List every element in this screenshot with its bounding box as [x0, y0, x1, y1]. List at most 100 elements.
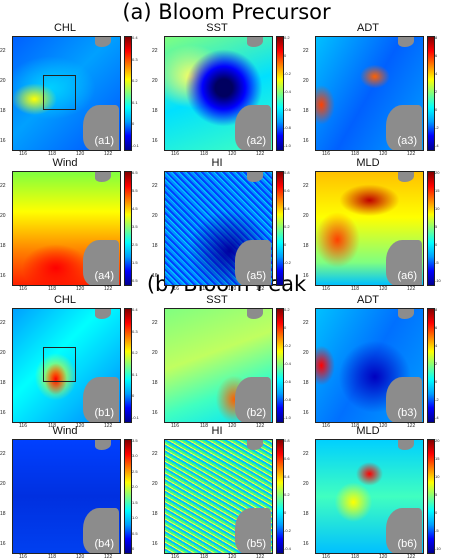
- colorbar-tick-label: 5.5: [132, 188, 138, 193]
- y-tick-label: 18: [303, 511, 309, 517]
- colorbar-tick-label: 0.8: [284, 438, 290, 443]
- y-tick-label: 22: [303, 183, 309, 189]
- map-panel: HI (b5) 22 20 18 16 116 118 120 122 0.8 0.6 0.4 0.2 0 -…: [152, 425, 302, 560]
- land-mass: [398, 172, 414, 182]
- y-tick-label: 22: [303, 451, 309, 457]
- land-mass: [235, 240, 271, 285]
- colorbar-tick-label: -0.1: [132, 143, 139, 148]
- panel-label: (a3): [397, 135, 417, 147]
- map-panel: MLD (a6) 22 20 18 16 116 118 120 122 20 15 10 5 0 -5 -10: [303, 157, 453, 292]
- colorbar-tick-label: 0: [132, 393, 135, 398]
- x-tick-label: 116: [171, 286, 179, 292]
- colorbar-tick-label: 0: [284, 53, 287, 58]
- panel-label: (b1): [94, 407, 114, 419]
- panel-label: (a5): [246, 270, 266, 282]
- x-tick-label: 118: [200, 423, 208, 429]
- colorbar: [124, 439, 132, 554]
- colorbar: [276, 308, 284, 423]
- colorbar-tick-label: 8: [435, 35, 438, 40]
- x-tick-label: 118: [200, 151, 208, 157]
- colorbar-tick-label: 2.5: [132, 242, 138, 247]
- x-tick-label: 120: [379, 286, 388, 292]
- colorbar-tick-label: 15: [435, 188, 440, 193]
- y-tick-label: 18: [0, 243, 6, 249]
- colorbar-tick-label: 0: [284, 242, 287, 247]
- y-tick-label: 22: [0, 183, 6, 189]
- colorbar-tick-label: -0.6: [284, 379, 291, 384]
- x-tick-label: 122: [256, 423, 265, 429]
- y-tick-label: 22: [303, 320, 309, 326]
- panel-title: ADT: [357, 294, 379, 306]
- colorbar-tick-label: 5: [435, 492, 438, 497]
- panel-title: HI: [211, 425, 223, 437]
- map-field: (a3): [315, 36, 424, 151]
- colorbar-tick-label: 10: [435, 474, 440, 479]
- colorbar-tick-label: 0.6: [284, 188, 290, 193]
- x-tick-label: 122: [104, 423, 113, 429]
- panel-label: (b6): [397, 538, 417, 550]
- colorbar-tick-label: 0.1: [132, 372, 138, 377]
- y-tick-label: 20: [0, 481, 6, 487]
- y-tick-label: 20: [0, 78, 6, 84]
- colorbar-tick-label: 4: [435, 343, 438, 348]
- colorbar-tick-label: 1.5: [132, 500, 138, 505]
- colorbar-tick-label: 0.2: [284, 224, 290, 229]
- land-mass: [386, 508, 422, 553]
- section-title-a: (a) Bloom Precursor: [122, 0, 331, 24]
- x-tick-label: 116: [19, 286, 27, 292]
- colorbar-tick-label: 3.5: [132, 438, 138, 443]
- colorbar-tick-label: 0.3: [132, 57, 138, 62]
- colorbar-tick-label: 0: [435, 379, 438, 384]
- x-tick-label: 116: [171, 423, 179, 429]
- colorbar-tick-label: 6: [435, 53, 438, 58]
- panel-title: ADT: [357, 22, 379, 34]
- colorbar-tick-label: 0: [435, 510, 438, 515]
- y-tick-label: 22: [0, 451, 6, 457]
- colorbar-tick-label: 1.0: [132, 515, 138, 520]
- colorbar-tick-label: 6.5: [132, 170, 138, 175]
- colorbar-tick-label: 0.4: [284, 474, 290, 479]
- land-mass: [235, 377, 271, 422]
- colorbar-tick-label: -2: [435, 397, 439, 402]
- x-tick-label: 120: [379, 151, 388, 157]
- x-tick-label: 116: [322, 286, 330, 292]
- map-field: (b4): [12, 439, 121, 554]
- panel-title: MLD: [356, 425, 380, 437]
- colorbar-tick-label: 10: [435, 206, 440, 211]
- map-panel: Wind (b4) 22 20 18 16 116 118 120 122 3.5 3.0 2.5 2.0…: [0, 425, 150, 560]
- y-tick-label: 18: [303, 380, 309, 386]
- x-tick-label: 120: [379, 423, 388, 429]
- y-tick-label: 20: [152, 78, 158, 84]
- land-mass: [95, 172, 111, 182]
- land-mass: [386, 377, 422, 422]
- colorbar-tick-label: 0.2: [284, 492, 290, 497]
- colorbar-tick-label: -2: [435, 125, 439, 130]
- x-tick-label: 118: [351, 554, 359, 560]
- x-tick-label: 118: [48, 151, 56, 157]
- map-panel: ADT (a3) 22 20 18 16 116 118 120 122 8 6 4 2 0 -2 -4: [303, 22, 453, 157]
- map-panel: SST (a2) 22 20 18 16 116 118 120 122 0.2 0 -0.2 -0.4 -…: [152, 22, 302, 157]
- land-mass: [247, 309, 263, 319]
- colorbar-tick-label: 0: [284, 510, 287, 515]
- colorbar: [427, 36, 435, 151]
- colorbar-tick-label: 0.4: [132, 307, 138, 312]
- colorbar-tick-label: 5: [435, 224, 438, 229]
- colorbar-tick-label: 15: [435, 456, 440, 461]
- colorbar: [124, 36, 132, 151]
- map-panel: CHL (b1) 22 20 18 16 116 118 120 122 0.4 0.3 0.2 0.1 0…: [0, 294, 150, 429]
- map-panel: HI (a5) 22 20 18 16 116 118 120 122 0.8 0.6 0.4 0.2 0 -…: [152, 157, 302, 292]
- colorbar-tick-label: -0.1: [132, 415, 139, 420]
- y-tick-label: 18: [152, 380, 158, 386]
- x-tick-label: 118: [48, 423, 56, 429]
- map-panel: MLD (b6) 22 20 18 16 116 118 120 122 20 15 10 5 0 -5 -10: [303, 425, 453, 560]
- colorbar-tick-label: -1.0: [284, 143, 291, 148]
- land-mass: [386, 240, 422, 285]
- x-tick-label: 122: [256, 554, 265, 560]
- x-tick-label: 122: [104, 554, 113, 560]
- colorbar-tick-label: 4: [435, 71, 438, 76]
- panel-label: (a6): [397, 270, 417, 282]
- y-tick-label: 22: [152, 48, 158, 54]
- colorbar-tick-label: -0.2: [284, 528, 291, 533]
- panel-title: CHL: [53, 22, 76, 34]
- colorbar-tick-label: 3.0: [132, 453, 138, 458]
